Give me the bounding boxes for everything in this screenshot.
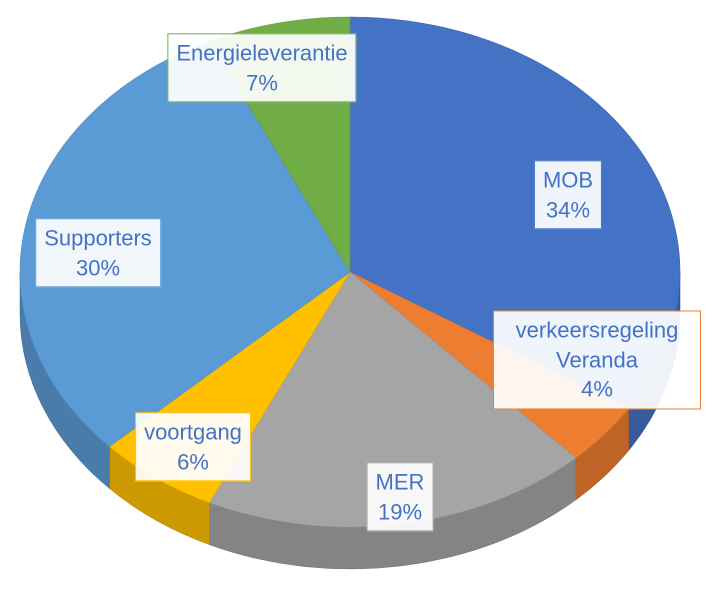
data-label: MOB 34%: [533, 160, 603, 230]
label-value: 7%: [246, 70, 278, 95]
data-label: Supporters 30%: [35, 218, 161, 288]
label-name: MOB: [542, 167, 594, 193]
label-value: 4%: [581, 376, 613, 402]
label-name: Energieleverantie: [176, 40, 348, 66]
data-label: verkeersregeling Veranda 4%: [493, 310, 701, 410]
label-value: 30%: [75, 255, 121, 280]
label-name: MER: [375, 469, 425, 495]
label-value: 34%: [545, 197, 591, 222]
label-value: 6%: [177, 449, 209, 474]
label-value: 19%: [377, 499, 423, 524]
data-label: voortgang 6%: [135, 412, 251, 482]
label-name: voortgang: [144, 419, 242, 445]
label-name: verkeersregeling Veranda: [515, 317, 679, 373]
data-label: MER 19%: [366, 462, 434, 532]
slice: [19, 40, 351, 447]
data-label: Energieleverantie 7%: [167, 33, 357, 103]
label-name: Supporters: [44, 225, 152, 251]
